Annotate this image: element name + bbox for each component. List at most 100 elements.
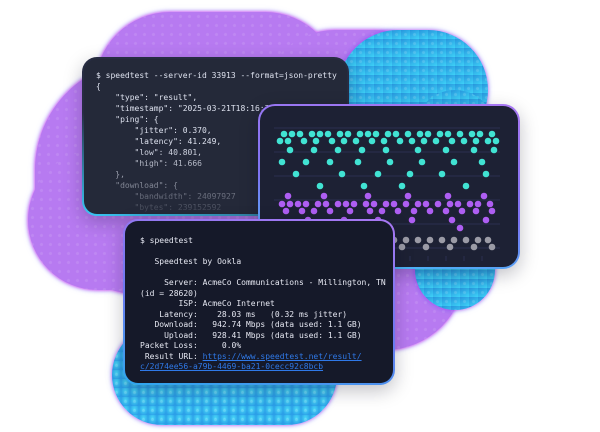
gray-dot [426,236,434,244]
cyan-dot [392,130,400,138]
terminal-result-text: $ speedtest Speedtest by Ookla Server: A… [140,236,386,361]
purple-dot [390,200,398,208]
purple-dot [282,207,290,215]
purple-dot [366,207,374,215]
cyan-dot [416,130,424,138]
cyan-dot [344,130,352,138]
purple-dot [362,200,370,208]
cyan-dot [358,146,366,154]
cyan-dot [448,137,456,145]
gray-dot [422,243,430,251]
terminal-window-result: $ speedtest Speedtest by Ookla Server: A… [123,219,395,385]
purple-dot [426,207,434,215]
purple-dot [378,207,386,215]
cyan-dot [300,137,308,145]
purple-dot [364,192,372,200]
purple-dot [458,207,466,215]
purple-dot [334,200,342,208]
cyan-dot [328,137,336,145]
cyan-dot [334,146,342,154]
purple-dot [284,192,292,200]
cyan-dot [492,137,500,145]
cyan-dot [408,137,416,145]
purple-dot [466,200,474,208]
cyan-dot [356,130,364,138]
result-url-link-wrapped[interactable]: c/2d74ee56-a79b-4469-ba21-0cecc92c8bcb [140,362,324,371]
purple-dot [370,200,378,208]
gray-dot [446,243,454,251]
cyan-dot [442,146,450,154]
purple-dot [482,216,490,224]
gray-dot [414,236,422,244]
cyan-dot [462,182,470,190]
gray-dot [398,243,406,251]
cyan-dot [326,158,334,166]
cyan-dot [302,158,310,166]
gray-dot [474,236,482,244]
gray-dot [450,236,458,244]
purple-dot [456,224,464,232]
cyan-dot [336,130,344,138]
cyan-dot [478,158,486,166]
cyan-dot [424,130,432,138]
cyan-dot [488,130,496,138]
cyan-dot [456,130,464,138]
cyan-dot [398,182,406,190]
cyan-dot [316,130,324,138]
purple-dot [442,207,450,215]
purple-dot [472,207,480,215]
purple-dot [294,200,302,208]
cyan-dot [312,137,320,145]
cyan-dot [364,130,372,138]
cyan-dot [338,170,346,178]
purple-dot [404,192,412,200]
cyan-dot [284,137,292,145]
cyan-dot [418,158,426,166]
gray-dot [462,236,470,244]
gray-dot [484,236,492,244]
cyan-dot [386,158,394,166]
gray-dot [470,243,478,251]
cyan-dot [482,170,490,178]
cyan-dot [404,130,412,138]
terminal-result-output: $ speedtest Speedtest by Ookla Server: A… [140,236,393,373]
purple-dot [286,200,294,208]
purple-dot [394,207,402,215]
purple-dot [346,207,354,215]
purple-dot [454,200,462,208]
gray-dot [402,236,410,244]
cyan-dot [276,137,284,145]
cyan-dot [406,170,414,178]
cyan-dot [382,146,390,154]
cyan-dot [352,137,360,145]
cyan-dot [380,137,388,145]
purple-dot [382,200,390,208]
purple-dot [444,192,452,200]
cyan-dot [278,158,286,166]
purple-dot [474,200,482,208]
purple-dot [448,216,456,224]
cyan-dot [444,130,452,138]
purple-dot [302,200,310,208]
cyan-dot [484,137,492,145]
cyan-dot [374,170,382,178]
cyan-dot [396,137,404,145]
cyan-dot [438,170,446,178]
purple-dot [414,200,422,208]
cyan-dot [384,130,392,138]
purple-dot [480,192,488,200]
purple-dot [322,200,330,208]
cyan-dot [310,146,318,154]
purple-dot [326,207,334,215]
gray-dot [438,236,446,244]
purple-dot [320,192,328,200]
purple-dot [314,200,322,208]
purple-dot [408,216,416,224]
cyan-dot [432,137,440,145]
cyan-dot [286,146,294,154]
result-url-link[interactable]: https://www.speedtest.net/result/ [202,351,362,361]
cyan-dot [368,137,376,145]
gray-dot [488,243,496,251]
purple-dot [410,207,418,215]
cyan-dot [292,170,300,178]
